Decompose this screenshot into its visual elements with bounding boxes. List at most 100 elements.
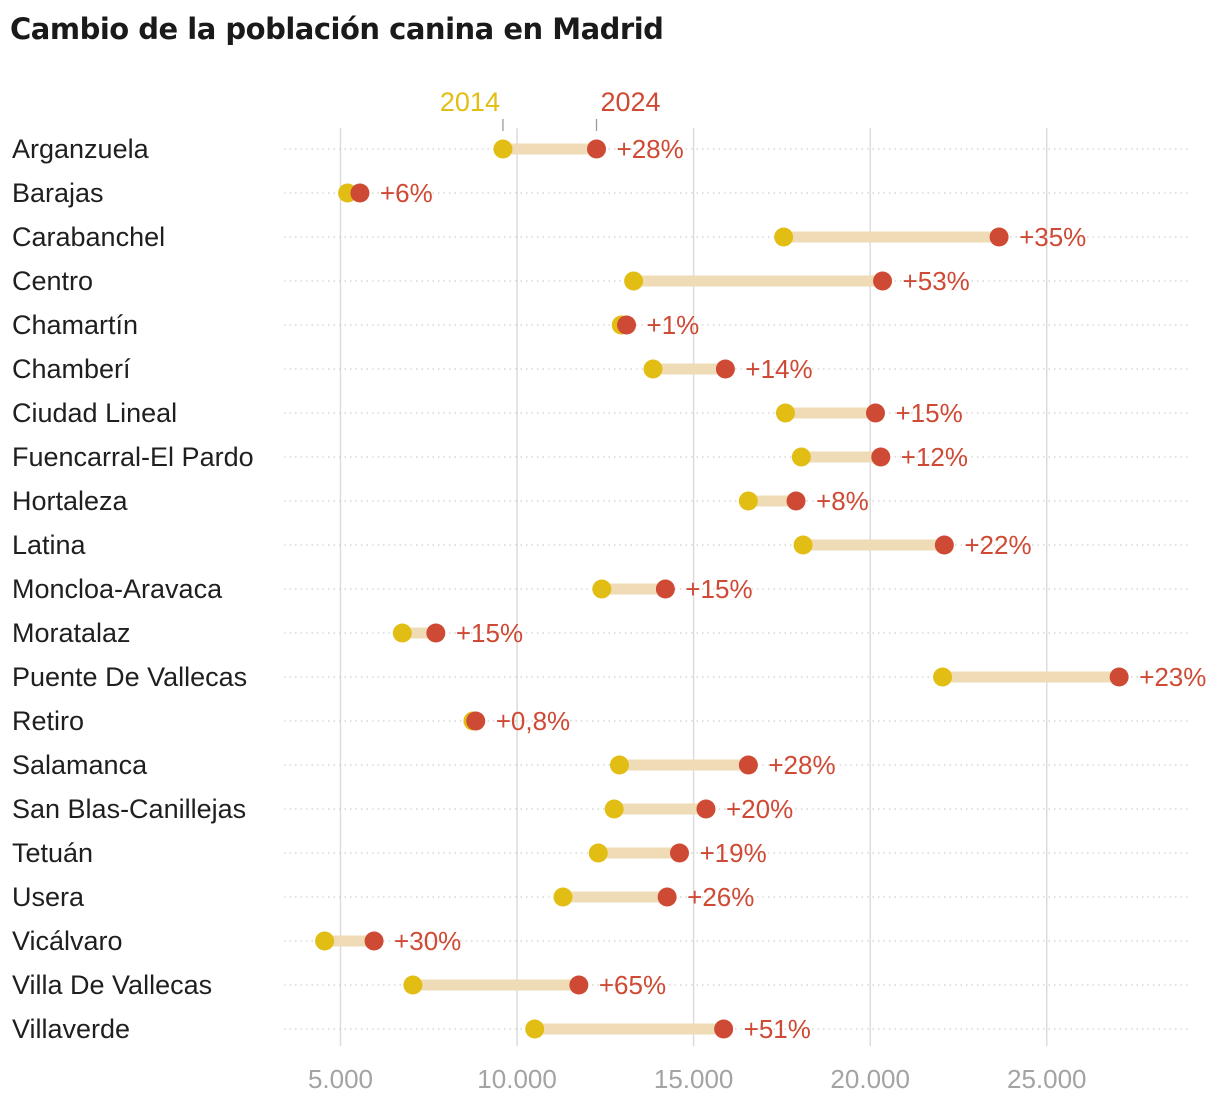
dot-2014 [933,667,953,687]
district-label: Chamberí [12,354,131,384]
district-label: Villaverde [12,1014,130,1044]
change-label: +15% [895,398,962,428]
change-label: +28% [617,134,684,164]
dumbbell-row: Villaverde +51% [12,1014,811,1044]
dot-2024 [466,711,486,731]
district-label: San Blas-Canillejas [12,794,246,824]
district-label: Latina [12,530,87,560]
district-label: Puente De Vallecas [12,662,247,692]
district-label: Tetuán [12,838,93,868]
change-label: +12% [901,442,968,472]
district-label: Vicálvaro [12,926,123,956]
dot-2024 [738,755,758,775]
dumbbell-row: Moncloa-Aravaca +15% [12,574,753,604]
dumbbell-row: Usera +26% [12,882,754,912]
dumbbell-row: Hortaleza +8% [12,486,869,516]
dot-2014 [588,843,608,863]
change-label: +22% [964,530,1031,560]
legend-label-2014: 2014 [440,87,500,117]
dumbbell-row: Fuencarral-El Pardo +12% [12,442,968,472]
district-label: Salamanca [12,750,148,780]
dot-2024 [670,843,689,863]
dot-2014 [525,1019,545,1039]
dumbbell-row: Barajas +6% [12,178,433,208]
change-label: +1% [647,310,700,340]
district-label: Villa De Vallecas [12,970,212,1000]
change-label: +8% [816,486,869,516]
dot-2024 [714,1019,734,1039]
dot-2024 [617,315,637,335]
dot-2014 [643,359,663,379]
change-label: +23% [1139,662,1206,692]
district-label: Centro [12,266,93,296]
dot-2024 [426,623,446,643]
dot-2024 [657,887,677,907]
dot-2024 [364,931,384,951]
dumbbell-row: Chamartín +1% [12,310,699,340]
x-tick-label: 25.000 [1007,1064,1087,1094]
change-label: +26% [687,882,754,912]
dumbbell-row: San Blas-Canillejas +20% [12,794,793,824]
dot-2014 [791,447,811,467]
dumbbell-row: Centro +53% [12,266,970,296]
dumbbell-row: Ciudad Lineal +15% [12,398,963,428]
change-label: +65% [599,970,666,1000]
district-label: Moratalaz [12,618,131,648]
dot-2014 [604,799,624,819]
dot-2024 [715,359,735,379]
dot-2024 [865,403,885,423]
year-legend: 2014 2024 [440,87,661,131]
district-label: Fuencarral-El Pardo [12,442,254,472]
dot-2014 [403,975,423,995]
dot-2014 [493,139,513,159]
legend-label-2024: 2024 [600,87,660,117]
district-label: Barajas [12,178,104,208]
dumbbell-row: Carabanchel +35% [12,222,1086,252]
district-label: Retiro [12,706,84,736]
dot-2014 [609,755,629,775]
district-label: Carabanchel [12,222,165,252]
district-label: Moncloa-Aravaca [12,574,223,604]
district-label: Arganzuela [12,134,150,164]
dot-2024 [1109,667,1129,687]
dot-2024 [786,491,806,511]
dot-2014 [793,535,813,555]
dumbbell-row: Retiro +0,8% [12,706,570,736]
dumbbell-row: Salamanca +28% [12,750,836,780]
dot-2024 [873,271,893,291]
district-label: Chamartín [12,310,138,340]
dot-2024 [655,579,675,599]
dumbbell-row: Vicálvaro +30% [12,926,461,956]
change-label: +15% [685,574,752,604]
dot-2014 [774,227,794,247]
dumbbell-row: Chamberí +14% [12,354,813,384]
change-label: +15% [456,618,523,648]
dumbbell-row: Puente De Vallecas +23% [12,662,1206,692]
dumbbell-row: Tetuán +19% [12,838,767,868]
dumbbell-row: Villa De Vallecas +65% [12,970,666,1000]
dot-2014 [315,931,335,951]
change-label: +20% [726,794,793,824]
change-label: +6% [380,178,433,208]
dot-2014 [392,623,412,643]
change-label: +30% [394,926,461,956]
dot-2024 [350,183,370,203]
dumbbell-row: Moratalaz +15% [12,618,523,648]
x-tick-label: 10.000 [477,1064,557,1094]
dot-2024 [587,139,607,159]
dot-2024 [871,447,891,467]
dumbbell-row: Latina +22% [12,530,1032,560]
x-axis: 5.000 10.000 15.000 20.000 25.000 [308,1064,1087,1094]
dot-2024 [696,799,716,819]
dumbbell-row: Arganzuela +28% [12,134,684,164]
district-label: Hortaleza [12,486,129,516]
dot-2024 [569,975,589,995]
dot-2014 [592,579,612,599]
dot-2014 [738,491,758,511]
dot-2014 [553,887,573,907]
change-label: +0,8% [496,706,570,736]
district-label: Ciudad Lineal [12,398,177,428]
dot-2024 [989,227,1009,247]
dot-2024 [934,535,954,555]
